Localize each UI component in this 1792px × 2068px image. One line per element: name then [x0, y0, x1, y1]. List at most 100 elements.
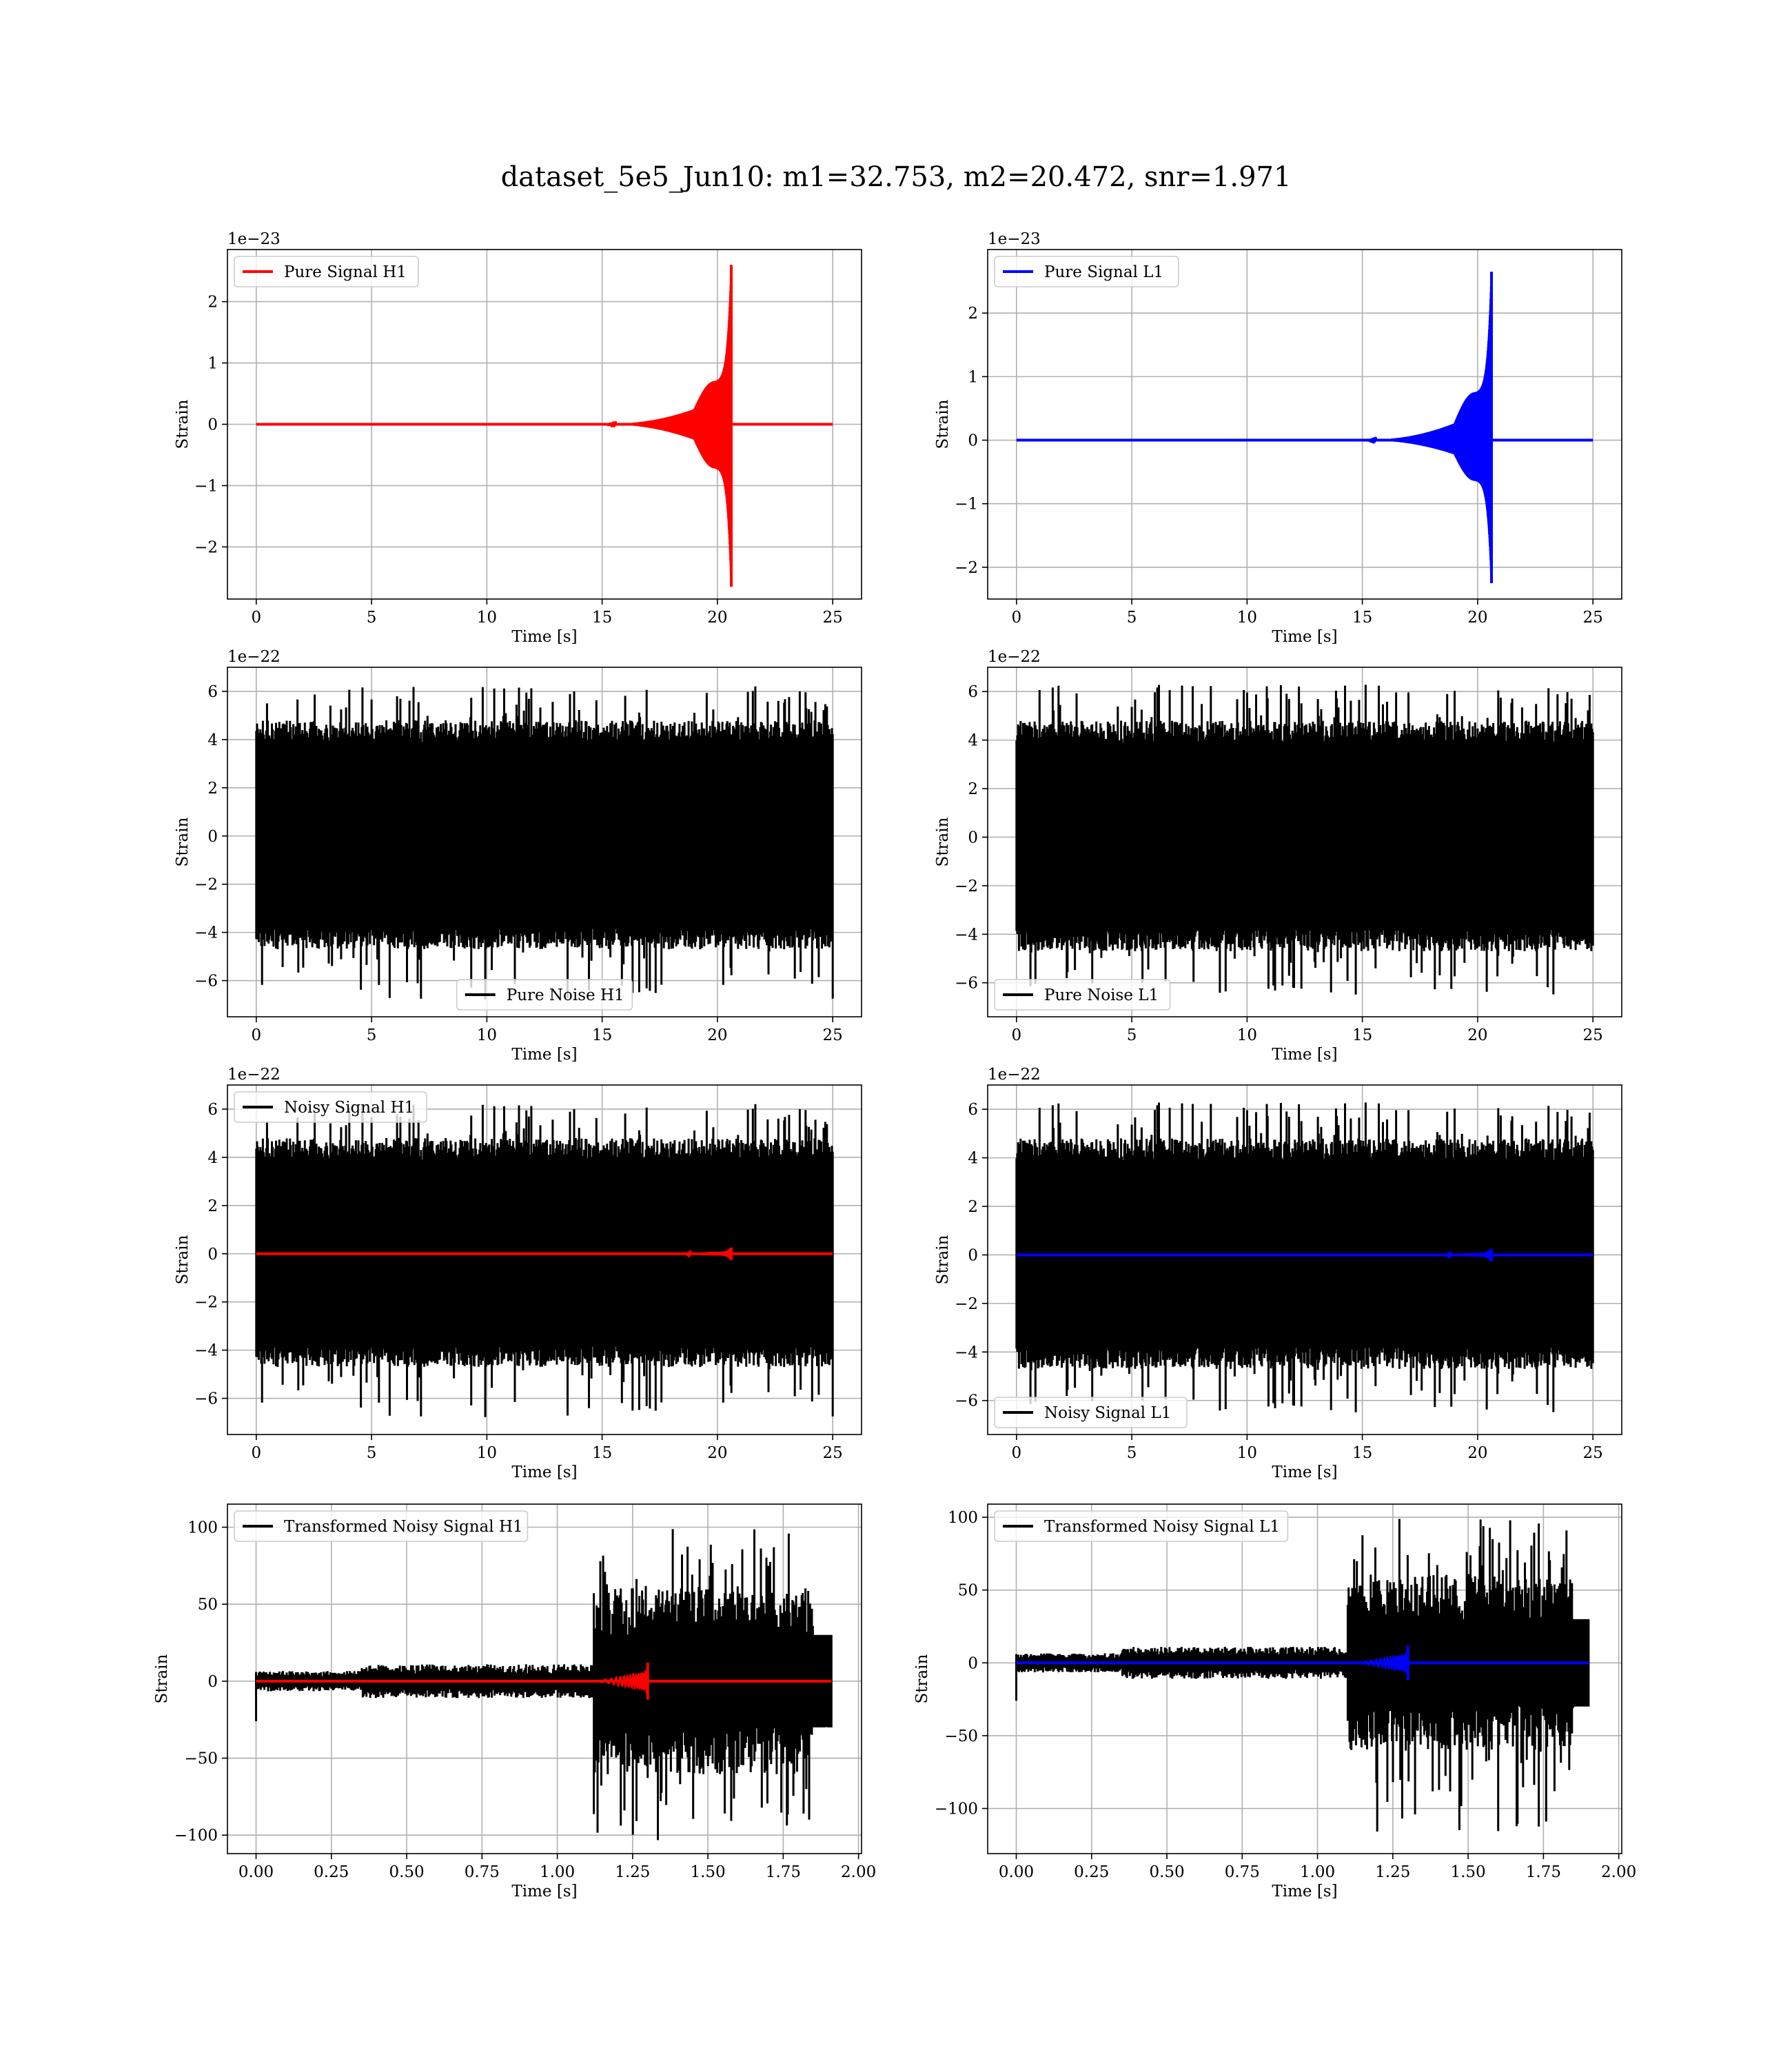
- subplot-transformed-noisy-signal-l1: 0.00 0.25 0.50 0.75 1.00 1.25 1.50 1.75 2.00 Time…: [913, 1503, 1636, 1900]
- x-tick-label: 25: [823, 1026, 843, 1044]
- legend: Noisy Signal H1: [234, 1091, 427, 1123]
- y-tick-label: 6: [968, 1101, 978, 1119]
- y-axis-label: Strain: [174, 399, 192, 449]
- y-axis-label: Strain: [913, 1654, 931, 1703]
- y-tick-label: 1: [968, 368, 978, 386]
- x-tick-label: 25: [1583, 609, 1603, 627]
- series-transformed-noisy-signal-l1: [1015, 1519, 1590, 1832]
- y-axis: −6 −4 −2 0 2 4 6 Strain 1e−22: [934, 648, 1041, 993]
- series-overlay-1: [256, 1247, 833, 1260]
- y-tick-label: −100: [174, 1827, 218, 1845]
- series-overlay-1: [1016, 1645, 1589, 1681]
- x-tick-label: 10: [1237, 1026, 1257, 1044]
- x-tick-label: 20: [1467, 609, 1487, 627]
- series-pure-noise-l1: [1015, 685, 1594, 995]
- legend: Transformed Noisy Signal L1: [994, 1510, 1289, 1542]
- y-offset-label: 1e−22: [988, 648, 1041, 666]
- x-axis-label: Time [s]: [511, 1046, 577, 1064]
- x-tick-label: 5: [367, 609, 377, 627]
- subplot-pure-signal-l1: 0 5 10 15 20 25 Time [s] −2 −1 0 1 2 Strain 1e−23Pure…: [934, 230, 1622, 646]
- plot-area: [1015, 1519, 1590, 1832]
- chirp-envelope: [1362, 278, 1493, 577]
- legend-label: Noisy Signal H1: [284, 1099, 414, 1117]
- y-axis: −2 −1 0 1 2 Strain 1e−23: [174, 230, 281, 556]
- y-tick-label: −50: [184, 1750, 218, 1768]
- series-pure-signal-h1: [256, 265, 833, 587]
- y-axis-label: Strain: [934, 399, 952, 449]
- legend-box: [456, 979, 633, 1011]
- x-tick-label: 10: [1237, 609, 1257, 627]
- y-offset-label: 1e−23: [988, 230, 1041, 248]
- x-tick-label: 0: [251, 1444, 261, 1462]
- series-noisy-signal-l1: [1015, 1102, 1594, 1412]
- y-tick-label: 6: [207, 683, 218, 701]
- plot-area: [256, 265, 833, 587]
- plot-area: [255, 686, 834, 1000]
- x-tick-label: 15: [1352, 1444, 1372, 1462]
- y-tick-label: 0: [207, 1673, 218, 1691]
- axes-frame: [987, 1503, 1622, 1854]
- y-axis-label: Strain: [934, 817, 952, 866]
- chirp-envelope: [1443, 1248, 1493, 1261]
- x-tick-label: 25: [823, 609, 843, 627]
- x-axis: 0.00 0.25 0.50 0.75 1.00 1.25 1.50 1.75 2.00 Time…: [999, 1854, 1636, 1900]
- plot-area: [1015, 685, 1594, 995]
- x-tick-label: 1.50: [690, 1863, 725, 1881]
- y-tick-label: −4: [955, 926, 978, 944]
- y-tick-label: 50: [958, 1582, 978, 1600]
- x-tick-label: 1.25: [1375, 1863, 1410, 1881]
- y-tick-label: 0: [207, 416, 218, 434]
- legend-label: Noisy Signal L1: [1044, 1404, 1171, 1422]
- y-tick-label: 0: [968, 1246, 978, 1264]
- y-tick-label: −2: [955, 559, 978, 577]
- x-tick-label: 15: [592, 1026, 612, 1044]
- y-tick-label: −4: [194, 924, 218, 942]
- x-tick-label: 15: [592, 1444, 612, 1462]
- x-axis-label: Time [s]: [511, 628, 577, 646]
- y-tick-label: 2: [207, 780, 218, 798]
- x-tick-label: 0.00: [999, 1863, 1034, 1881]
- legend-box: [994, 979, 1171, 1011]
- y-tick-label: −100: [935, 1801, 978, 1818]
- transformed-noise-trace: [1015, 1519, 1590, 1832]
- x-axis: 0 5 10 15 20 25 Time [s]: [251, 1435, 843, 1481]
- x-axis-label: Time [s]: [1272, 1883, 1337, 1900]
- y-axis: −6 −4 −2 0 2 4 6 Strain 1e−22: [174, 648, 281, 991]
- y-tick-label: 4: [207, 1149, 218, 1167]
- noise-band: [1016, 1165, 1594, 1340]
- x-tick-label: 0.75: [1225, 1863, 1260, 1881]
- series-transformed-noisy-signal-h1: [255, 1529, 833, 1841]
- x-tick-label: 0.25: [314, 1863, 349, 1881]
- y-tick-label: −4: [955, 1344, 978, 1361]
- y-tick-label: 0: [968, 432, 978, 450]
- series-overlay-1: [1016, 1248, 1594, 1261]
- legend-label: Pure Signal H1: [284, 263, 407, 281]
- x-tick-label: 0: [251, 1026, 261, 1044]
- y-tick-label: −6: [194, 973, 218, 991]
- x-tick-label: 20: [707, 1026, 727, 1044]
- x-tick-label: 10: [477, 1444, 497, 1462]
- series-overlay-1: [256, 1663, 832, 1700]
- x-tick-label: 5: [367, 1026, 377, 1044]
- x-tick-label: 15: [1352, 609, 1372, 627]
- y-axis-label: Strain: [934, 1235, 952, 1284]
- grid: [988, 250, 1622, 599]
- plot-area: [255, 1104, 834, 1417]
- axes-frame: [227, 1084, 862, 1435]
- plot-area: [1015, 1102, 1594, 1412]
- y-axis: −6 −4 −2 0 2 4 6 Strain 1e−22: [174, 1066, 281, 1408]
- x-tick-label: 5: [367, 1444, 377, 1462]
- y-tick-label: −2: [194, 876, 218, 894]
- x-tick-label: 25: [823, 1444, 843, 1462]
- legend-label: Pure Noise H1: [507, 986, 624, 1004]
- series-noisy-signal-h1: [255, 1104, 834, 1417]
- y-tick-label: −2: [955, 1295, 978, 1313]
- x-tick-label: 25: [1583, 1444, 1603, 1462]
- series-pure-signal-l1: [1016, 272, 1594, 583]
- subplot-noisy-signal-h1: 0 5 10 15 20 25 Time [s] −6 −4 −2 0 2 4 6 Strain 1e−22N…: [174, 1066, 862, 1481]
- y-axis-label: Strain: [174, 1235, 192, 1284]
- y-offset-label: 1e−22: [227, 648, 281, 666]
- y-tick-label: 4: [207, 731, 218, 749]
- legend: Pure Signal L1: [994, 256, 1179, 287]
- y-tick-label: −1: [194, 477, 218, 495]
